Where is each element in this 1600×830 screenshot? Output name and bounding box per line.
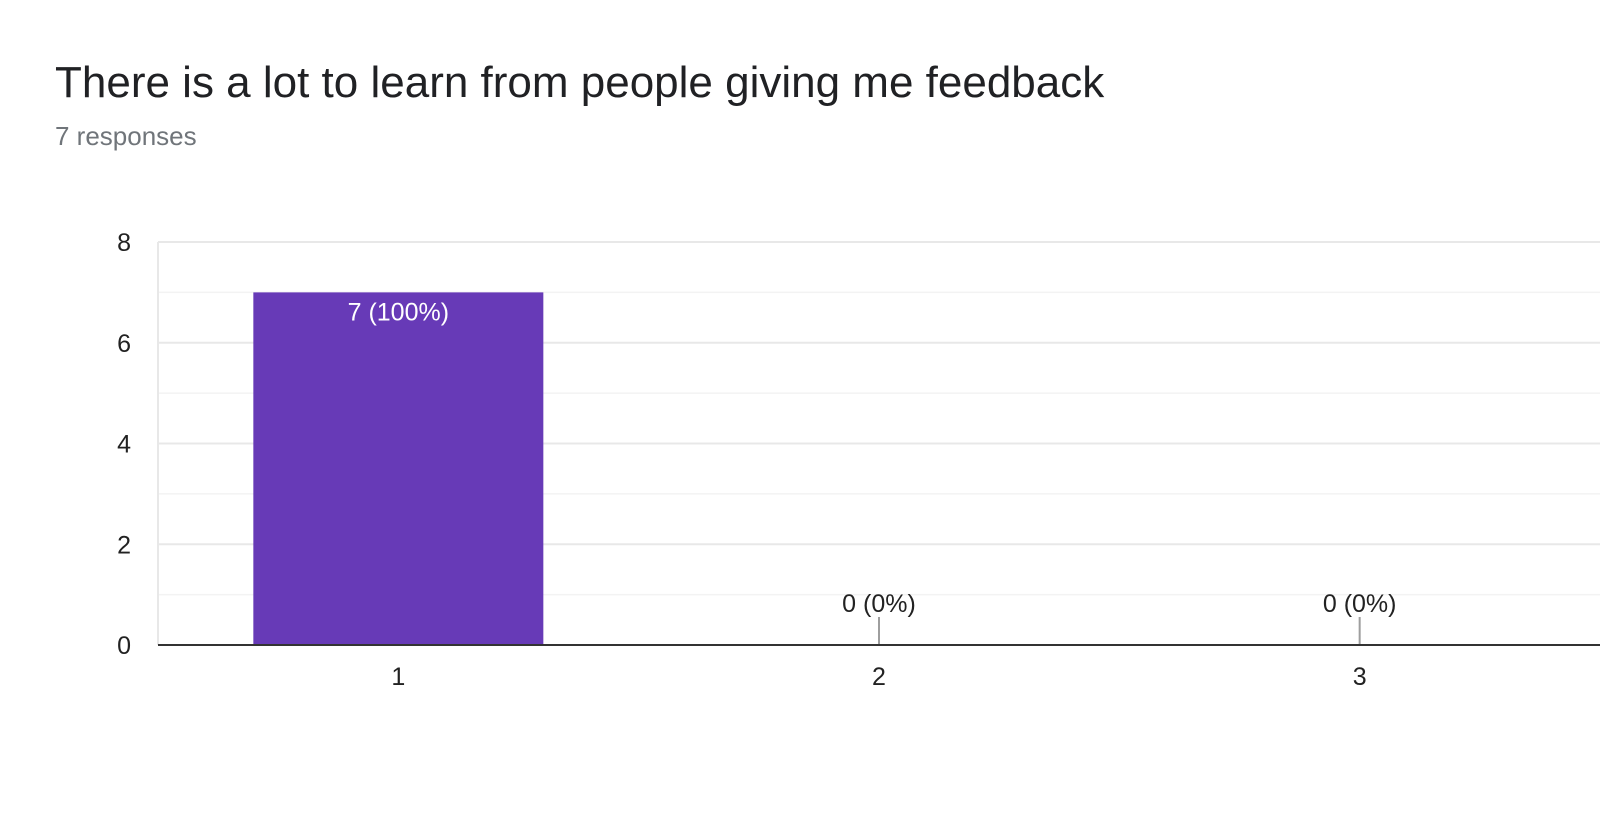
- y-tick-label: 8: [117, 229, 131, 257]
- question-title: There is a lot to learn from people givi…: [55, 58, 1105, 107]
- x-tick-label: 3: [1353, 663, 1367, 691]
- x-tick-label: 2: [872, 663, 886, 691]
- data-label: 0 (0%): [1323, 590, 1397, 618]
- x-tick-label: 1: [391, 663, 405, 691]
- response-count: 7 responses: [55, 121, 197, 151]
- data-label: 7 (100%): [348, 298, 449, 326]
- bar[interactable]: [253, 292, 544, 645]
- data-label: 0 (0%): [842, 590, 916, 618]
- y-tick-label: 0: [117, 632, 131, 660]
- y-tick-label: 6: [117, 330, 131, 358]
- y-tick-label: 2: [117, 531, 131, 559]
- y-tick-label: 4: [117, 431, 131, 459]
